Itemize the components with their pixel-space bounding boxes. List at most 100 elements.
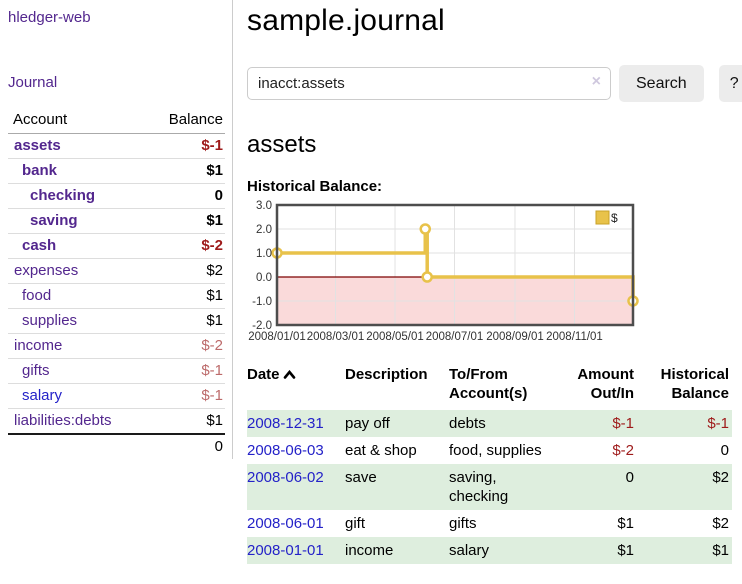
account-balance: $-1	[144, 383, 225, 409]
search-button[interactable]: Search	[619, 65, 704, 102]
account-link[interactable]: income	[14, 337, 63, 354]
legend-label: $	[611, 211, 618, 225]
register-row: 2008-06-01 gift gifts $1 $2	[247, 510, 732, 537]
register-col-balance: Historical Balance	[660, 366, 729, 402]
transaction-description: gift	[345, 515, 366, 532]
register-col-accounts: To/From Account(s)	[449, 366, 528, 402]
register-col-amount: Amount Out/In	[577, 366, 634, 402]
transaction-description: eat & shop	[345, 442, 417, 459]
search-form: × Search ?	[247, 65, 742, 102]
accounts-col-balance: Balance	[144, 109, 225, 134]
app-title-link[interactable]: hledger-web	[8, 9, 91, 26]
chart-border	[275, 203, 635, 327]
y-tick-label: 0.0	[256, 272, 272, 284]
account-link[interactable]: bank	[22, 162, 58, 179]
page-title: sample.journal	[247, 4, 445, 37]
account-balance: 0	[144, 183, 225, 209]
main-content: sample.journal × Search ? assets Histori…	[233, 0, 742, 584]
x-tick-label: 2008/03/01	[307, 331, 365, 343]
account-link[interactable]: saving	[30, 212, 78, 229]
account-row: liabilities:debts $1	[8, 408, 225, 434]
transaction-balance: $2	[712, 515, 729, 532]
register-row: 2008-01-01 income salary $1 $1	[247, 537, 732, 564]
transaction-balance: 0	[720, 442, 729, 459]
account-balance: $-1	[201, 137, 223, 154]
register-header-row: Date Description To/From Account(s) Amou…	[247, 363, 732, 410]
account-row: checking 0	[8, 183, 225, 209]
x-tick-label: 2008/01/01	[248, 331, 306, 343]
x-tick-label: 2008/09/01	[486, 331, 544, 343]
transaction-accounts: debts	[449, 415, 486, 432]
sidebar: hledger-web Journal Account Balance asse…	[0, 0, 233, 459]
account-link[interactable]: salary	[22, 387, 63, 404]
register-row: 2008-06-03 eat & shop food, supplies $-2 0	[247, 437, 732, 464]
transaction-description: save	[345, 469, 377, 486]
account-link[interactable]: assets	[14, 137, 61, 154]
account-link[interactable]: checking	[30, 187, 96, 204]
y-tick-label: -1.0	[252, 296, 272, 308]
account-row: supplies $1	[8, 308, 225, 334]
account-balance: $2	[144, 258, 225, 284]
account-balance: $1	[144, 283, 225, 309]
transaction-date-link[interactable]: 2008-06-01	[247, 515, 324, 532]
register-row: 2008-06-02 save saving, checking 0 $2	[247, 464, 732, 510]
sort-by-date-link[interactable]: Date	[247, 366, 296, 383]
account-title: assets	[247, 131, 317, 158]
accounts-table: Account Balance assets $-1 bank $1 checking 0…	[8, 109, 225, 459]
transaction-date-link[interactable]: 2008-06-03	[247, 442, 324, 459]
transaction-date-link[interactable]: 2008-01-01	[247, 542, 324, 559]
account-balance: $-1	[144, 358, 225, 384]
search-input[interactable]	[247, 67, 611, 100]
account-row: income $-2	[8, 333, 225, 359]
account-row: food $1	[8, 283, 225, 309]
register-col-description: Description	[345, 366, 428, 383]
account-link[interactable]: expenses	[14, 262, 79, 279]
account-link[interactable]: food	[22, 287, 52, 304]
account-row: bank $1	[8, 158, 225, 184]
x-tick-label: 2008/07/01	[426, 331, 484, 343]
account-balance: $-2	[144, 233, 225, 259]
account-row: gifts $-1	[8, 358, 225, 384]
transaction-date-link[interactable]: 2008-06-02	[247, 469, 324, 486]
data-point	[421, 271, 433, 283]
transaction-amount: 0	[625, 469, 634, 486]
account-balance: $1	[144, 308, 225, 334]
transaction-balance: $1	[712, 542, 729, 559]
account-link[interactable]: liabilities:debts	[14, 412, 112, 429]
accounts-total-row: 0	[8, 433, 225, 459]
transaction-accounts: gifts	[449, 515, 477, 532]
register-row: 2008-12-31 pay off debts $-1 $-1	[247, 410, 732, 437]
accounts-total-value: 0	[144, 433, 225, 459]
clear-search-icon[interactable]: ×	[591, 73, 601, 90]
help-button[interactable]: ?	[718, 65, 742, 102]
accounts-col-account: Account	[8, 109, 145, 134]
transaction-description: pay off	[345, 415, 390, 432]
y-tick-label: 1.0	[256, 248, 272, 260]
sort-asc-icon	[283, 370, 295, 379]
account-link[interactable]: gifts	[22, 362, 50, 379]
y-tick-label: 3.0	[256, 200, 272, 212]
sidebar-item-journal[interactable]: Journal	[8, 74, 58, 91]
y-tick-label: 2.0	[256, 224, 272, 236]
account-link[interactable]: cash	[22, 237, 57, 254]
legend-swatch	[595, 210, 610, 225]
x-tick-label: 2008/11/01	[546, 331, 603, 343]
account-link[interactable]: supplies	[22, 312, 78, 329]
transaction-amount: $1	[617, 515, 634, 532]
account-row: salary $-1	[8, 383, 225, 409]
transaction-balance: $-1	[707, 415, 729, 432]
transaction-date-link[interactable]: 2008-12-31	[247, 415, 324, 432]
chart-label: Historical Balance:	[247, 178, 383, 195]
y-tick-label: -2.0	[252, 320, 272, 332]
data-point	[419, 223, 432, 235]
accounts-table-body: assets $-1 bank $1 checking 0 saving $1 cash $-2 e…	[8, 134, 225, 434]
x-tick-label: 2008/05/01	[366, 331, 424, 343]
transaction-balance: $2	[712, 469, 729, 486]
register-table-body: 2008-12-31 pay off debts $-1 $-1 2008-06-03 ea…	[247, 410, 732, 564]
transaction-description: income	[345, 542, 394, 559]
account-balance: $1	[144, 208, 225, 234]
transaction-accounts: food, supplies	[449, 442, 542, 459]
register-table: Date Description To/From Account(s) Amou…	[247, 363, 732, 564]
